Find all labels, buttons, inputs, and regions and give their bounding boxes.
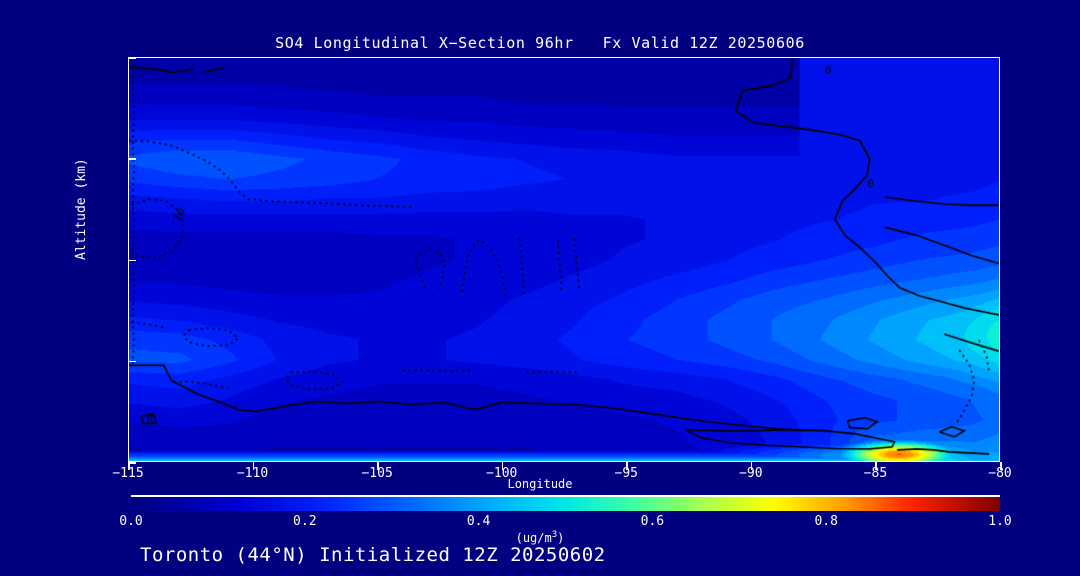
units-main: (ug/m: [515, 531, 552, 545]
x-tick-mark: [377, 462, 379, 470]
colorbar-units-label: (ug/m3): [0, 530, 1080, 545]
colorbar-tick-label: 0.4: [466, 514, 491, 529]
x-tick-label: −115: [112, 466, 144, 481]
x-tick-mark: [252, 462, 255, 470]
x-tick-label: −80: [988, 466, 1012, 481]
x-tick-mark: [128, 462, 130, 470]
x-tick-mark: [626, 462, 628, 470]
footer-caption: Toronto (44°N) Initialized 12Z 20250602: [140, 544, 606, 566]
x-axis-label: Longitude: [507, 477, 573, 491]
x-tick-label: −105: [361, 466, 393, 481]
x-tick-label: −95: [614, 466, 639, 481]
x-tick-label: −110: [236, 466, 269, 481]
y-tick-mark: [128, 259, 136, 261]
units-close-paren: ): [557, 531, 565, 545]
colorbar-tick-label: 0.6: [640, 514, 665, 529]
x-tick-mark: [750, 462, 753, 470]
x-tick-label: −100: [486, 466, 518, 481]
colorbar-tick-label: 0.2: [293, 514, 317, 529]
y-tick-mark: [128, 462, 136, 464]
x-tick-mark: [1000, 462, 1002, 470]
x-tick-label: −85: [863, 466, 888, 481]
page-title: SO4 Longitudinal X−Section 96hr Fx Valid…: [275, 34, 805, 52]
x-tick-mark: [875, 462, 877, 470]
y-tick-mark: [128, 57, 136, 59]
colorbar-tick-label: 0.0: [119, 514, 143, 529]
contour-field-canvas: [129, 58, 999, 461]
y-tick-mark: [128, 158, 136, 160]
x-tick-mark: [501, 462, 504, 470]
colorbar-tick-label: 1.0: [988, 514, 1012, 529]
colorbar-tick-label: 0.8: [814, 514, 838, 529]
y-axis-label: Altitude (km): [74, 158, 89, 260]
x-tick-label: −90: [739, 466, 763, 481]
colorbar: [131, 495, 1000, 511]
units-exponent: 3: [551, 530, 558, 540]
colorbar-top-border: [131, 495, 1000, 497]
y-tick-mark: [128, 360, 136, 363]
colorbar-gradient: [131, 497, 1000, 511]
plot-area: [128, 57, 1000, 462]
